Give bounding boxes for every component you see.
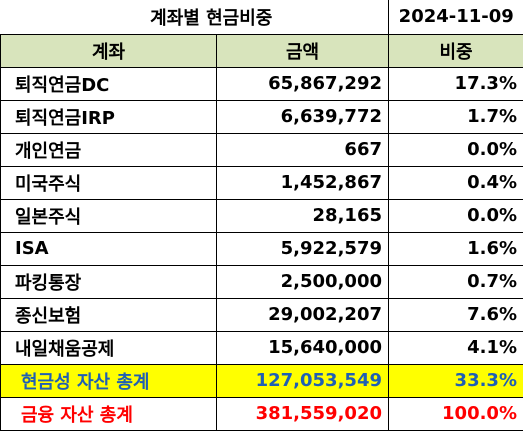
cash-ratio-table: 계좌별 현금비중 2024-11-09 계좌 금액 비중 퇴직연금DC 65,8… — [0, 0, 523, 431]
account-cell[interactable]: 내일채움공제 — [0, 330, 217, 365]
header-amount[interactable]: 금액 — [216, 33, 389, 68]
amount-cell[interactable]: 667 — [216, 132, 389, 167]
amount-cell[interactable]: 1,452,867 — [216, 165, 389, 200]
ratio-cell[interactable]: 0.7% — [388, 264, 523, 299]
account-cell[interactable]: 개인연금 — [0, 132, 217, 167]
ratio-cell[interactable]: 4.1% — [388, 330, 523, 365]
account-cell[interactable]: 파킹통장 — [0, 264, 217, 299]
account-cell[interactable]: 일본주식 — [0, 198, 217, 233]
header-ratio[interactable]: 비중 — [388, 33, 523, 68]
ratio-cell[interactable]: 1.6% — [388, 231, 523, 266]
table-row: ISA 5,922,579 1.6% — [0, 231, 523, 266]
ratio-cell[interactable]: 17.3% — [388, 66, 523, 101]
account-cell[interactable]: 퇴직연금IRP — [0, 99, 217, 134]
table-row: 개인연금 667 0.0% — [0, 132, 523, 167]
date-cell[interactable]: 2024-11-09 — [388, 0, 523, 35]
cash-total-label[interactable]: 현금성 자산 총계 — [0, 363, 217, 398]
financial-total-amount[interactable]: 381,559,020 — [216, 396, 389, 431]
amount-cell[interactable]: 5,922,579 — [216, 231, 389, 266]
amount-cell[interactable]: 6,639,772 — [216, 99, 389, 134]
financial-total-label[interactable]: 금융 자산 총계 — [0, 396, 217, 431]
amount-cell[interactable]: 2,500,000 — [216, 264, 389, 299]
ratio-cell[interactable]: 1.7% — [388, 99, 523, 134]
header-row: 계좌 금액 비중 — [0, 33, 523, 68]
table-row: 내일채움공제 15,640,000 4.1% — [0, 330, 523, 365]
financial-total-ratio[interactable]: 100.0% — [388, 396, 523, 431]
financial-total-row: 금융 자산 총계 381,559,020 100.0% — [0, 396, 523, 431]
table-row: 퇴직연금IRP 6,639,772 1.7% — [0, 99, 523, 134]
table-row: 파킹통장 2,500,000 0.7% — [0, 264, 523, 299]
title-row: 계좌별 현금비중 2024-11-09 — [0, 0, 523, 35]
ratio-cell[interactable]: 0.0% — [388, 198, 523, 233]
cash-total-amount[interactable]: 127,053,549 — [216, 363, 389, 398]
ratio-cell[interactable]: 0.4% — [388, 165, 523, 200]
amount-cell[interactable]: 28,165 — [216, 198, 389, 233]
account-cell[interactable]: 종신보험 — [0, 297, 217, 332]
table-row: 일본주식 28,165 0.0% — [0, 198, 523, 233]
table-row: 종신보험 29,002,207 7.6% — [0, 297, 523, 332]
amount-cell[interactable]: 65,867,292 — [216, 66, 389, 101]
cash-total-ratio[interactable]: 33.3% — [388, 363, 523, 398]
cash-total-row: 현금성 자산 총계 127,053,549 33.3% — [0, 363, 523, 398]
table-row: 퇴직연금DC 65,867,292 17.3% — [0, 66, 523, 101]
ratio-cell[interactable]: 0.0% — [388, 132, 523, 167]
table-row: 미국주식 1,452,867 0.4% — [0, 165, 523, 200]
amount-cell[interactable]: 15,640,000 — [216, 330, 389, 365]
header-account[interactable]: 계좌 — [0, 33, 217, 68]
table-title[interactable]: 계좌별 현금비중 — [0, 0, 389, 35]
account-cell[interactable]: ISA — [0, 231, 217, 266]
ratio-cell[interactable]: 7.6% — [388, 297, 523, 332]
account-cell[interactable]: 미국주식 — [0, 165, 217, 200]
account-cell[interactable]: 퇴직연금DC — [0, 66, 217, 101]
amount-cell[interactable]: 29,002,207 — [216, 297, 389, 332]
